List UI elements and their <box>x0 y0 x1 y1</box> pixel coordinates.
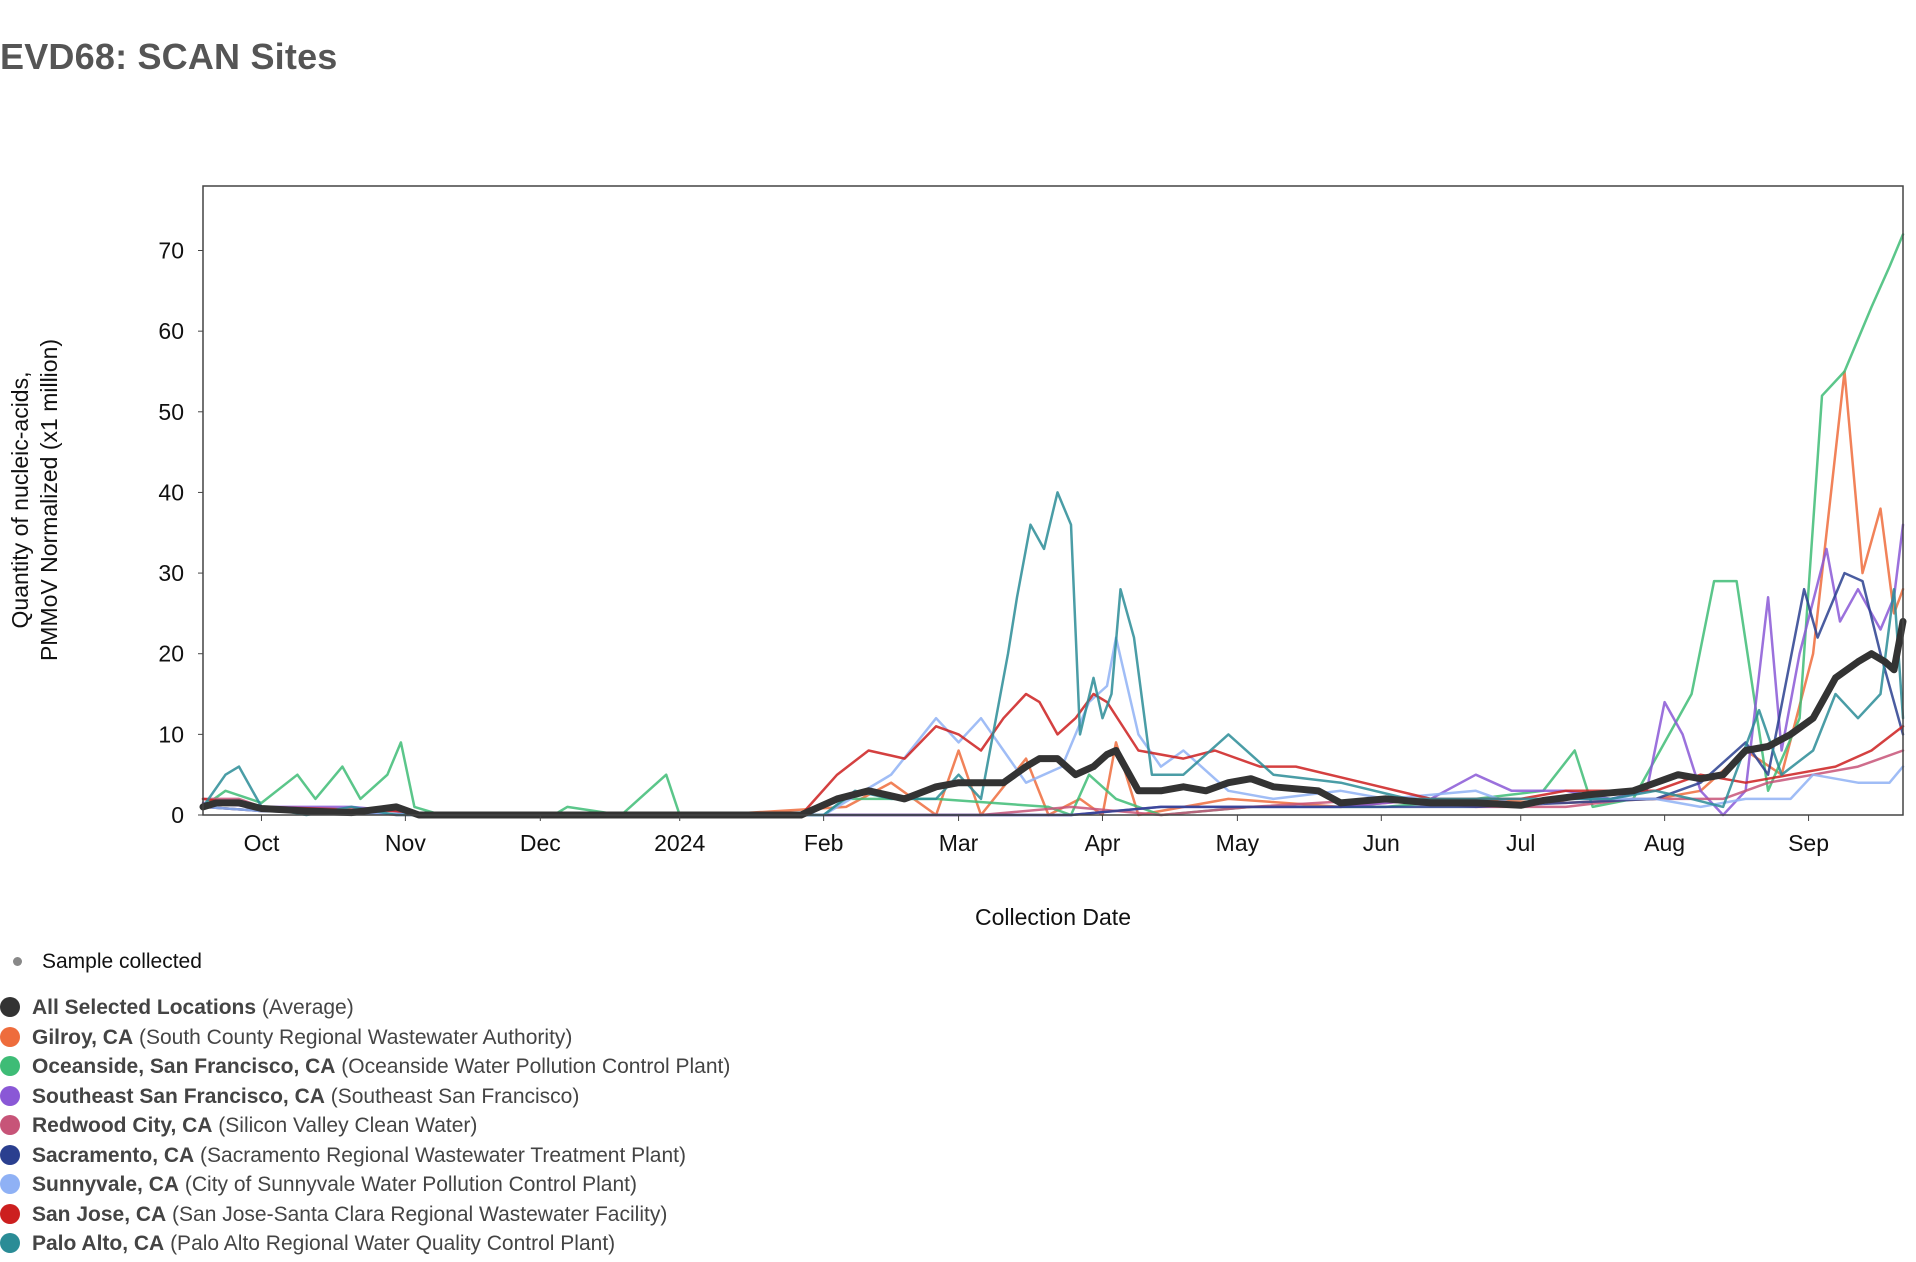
y-tick-label: 20 <box>158 641 184 667</box>
chart-title: EVD68: SCAN Sites <box>0 36 338 77</box>
x-tick-label: Jul <box>1506 830 1535 856</box>
legend-swatch-icon <box>0 1026 20 1047</box>
y-tick-label: 40 <box>158 479 184 505</box>
series-line-all-selected-locations[interactable] <box>199 618 1907 819</box>
y-tick-label: 50 <box>158 399 184 425</box>
sample-marker-icon <box>13 956 22 966</box>
legend-location-name: Sacramento, CA <box>32 1143 195 1167</box>
sample-collected-legend: Sample collected <box>0 950 202 974</box>
plot-frame <box>202 185 1904 816</box>
legend-location-name: Sunnyvale, CA <box>32 1173 180 1196</box>
series-line-sunnyvale-ca[interactable] <box>201 636 1905 817</box>
legend-item[interactable]: Southeast San Francisco, CA (Southeast S… <box>0 1085 579 1109</box>
legend-site-name: (San Jose-Santa Clara Regional Wastewate… <box>166 1202 668 1226</box>
legend-site-name: (Sacramento Regional Wastewater Treatmen… <box>194 1143 686 1167</box>
legend-swatch-icon <box>0 1233 20 1253</box>
y-tick-label: 60 <box>158 318 184 344</box>
chart-svg: 0 10 20 30 40 50 60 70 Oct Nov Dec 2024 Feb Mar Apr Ma… <box>7 185 1907 930</box>
legend-site-name: (Oceanside Water Pollution Control Plant… <box>335 1055 731 1078</box>
y-tick-label: 30 <box>158 560 184 586</box>
legend-location-name: Gilroy, CA <box>32 1025 134 1049</box>
legend-item[interactable]: Sunnyvale, CA (City of Sunnyvale Water P… <box>0 1173 637 1197</box>
y-axis-label-line-1: Quantity of nucleic-acids, <box>7 372 33 629</box>
x-tick-label: Dec <box>520 830 561 856</box>
legend-site-name: (Average) <box>256 996 354 1019</box>
legend-location-name: San Jose, CA <box>32 1202 167 1226</box>
x-tick-label: 2024 <box>654 830 705 856</box>
legend-item[interactable]: All Selected Locations (Average) <box>0 996 354 1020</box>
x-axis-label: Collection Date <box>975 904 1131 930</box>
legend-site-name: (City of Sunnyvale Water Pollution Contr… <box>179 1173 637 1196</box>
legend-swatch-icon <box>0 1174 20 1194</box>
legend-swatch-icon <box>0 1144 20 1165</box>
legend-swatch-icon <box>0 1115 20 1135</box>
legend-site-name: (Southeast San Francisco) <box>324 1084 580 1108</box>
legend-item[interactable]: Redwood City, CA (Silicon Valley Clean W… <box>0 1114 477 1138</box>
legend-location-name: Palo Alto, CA <box>32 1232 165 1255</box>
y-tick-label: 70 <box>158 238 184 264</box>
x-tick-label: Feb <box>804 830 844 856</box>
legend-item[interactable]: Sacramento, CA (Sacramento Regional Wast… <box>0 1144 686 1168</box>
legend-location-name: Southeast San Francisco, CA <box>32 1084 325 1108</box>
legend-site-name: (South County Regional Wastewater Author… <box>133 1025 573 1049</box>
legend-swatch-icon <box>0 1056 20 1076</box>
x-tick-label: Sep <box>1788 830 1829 856</box>
y-tick-label: 0 <box>171 802 184 828</box>
legend-swatch-icon <box>0 1203 20 1224</box>
x-tick-label: Oct <box>244 830 280 856</box>
x-tick-label: Aug <box>1644 830 1685 856</box>
series-line-gilroy-ca[interactable] <box>201 370 1905 817</box>
legend-location-name: Oceanside, San Francisco, CA <box>32 1055 336 1078</box>
x-tick-label: Nov <box>385 830 426 856</box>
series-line-san-jose-ca[interactable] <box>201 692 1905 817</box>
series-line-palo-alto-ca[interactable] <box>201 491 1905 817</box>
legend-item[interactable]: Palo Alto, CA (Palo Alto Regional Water … <box>0 1232 615 1256</box>
legend-site-name: (Palo Alto Regional Water Quality Contro… <box>164 1232 616 1255</box>
legend-site-name: (Silicon Valley Clean Water) <box>212 1114 478 1137</box>
y-tick-label: 10 <box>158 721 184 747</box>
legend-swatch-icon <box>0 997 20 1017</box>
legend-swatch-icon <box>0 1085 20 1106</box>
legend-location-name: All Selected Locations <box>32 996 257 1019</box>
sample-collected-label: Sample collected <box>42 950 202 973</box>
x-tick-label: Mar <box>939 830 979 856</box>
y-axis-label-line-2: PMMoV Normalized (x1 million) <box>36 339 62 661</box>
x-tick-label: May <box>1216 830 1260 856</box>
x-tick-label: Jun <box>1363 830 1400 856</box>
legend-location-name: Redwood City, CA <box>32 1114 213 1137</box>
legend-item[interactable]: Oceanside, San Francisco, CA (Oceanside … <box>0 1055 730 1079</box>
x-tick-label: Apr <box>1085 830 1121 856</box>
legend-item[interactable]: Gilroy, CA (South County Regional Wastew… <box>0 1026 572 1050</box>
legend-item[interactable]: San Jose, CA (San Jose-Santa Clara Regio… <box>0 1203 667 1227</box>
